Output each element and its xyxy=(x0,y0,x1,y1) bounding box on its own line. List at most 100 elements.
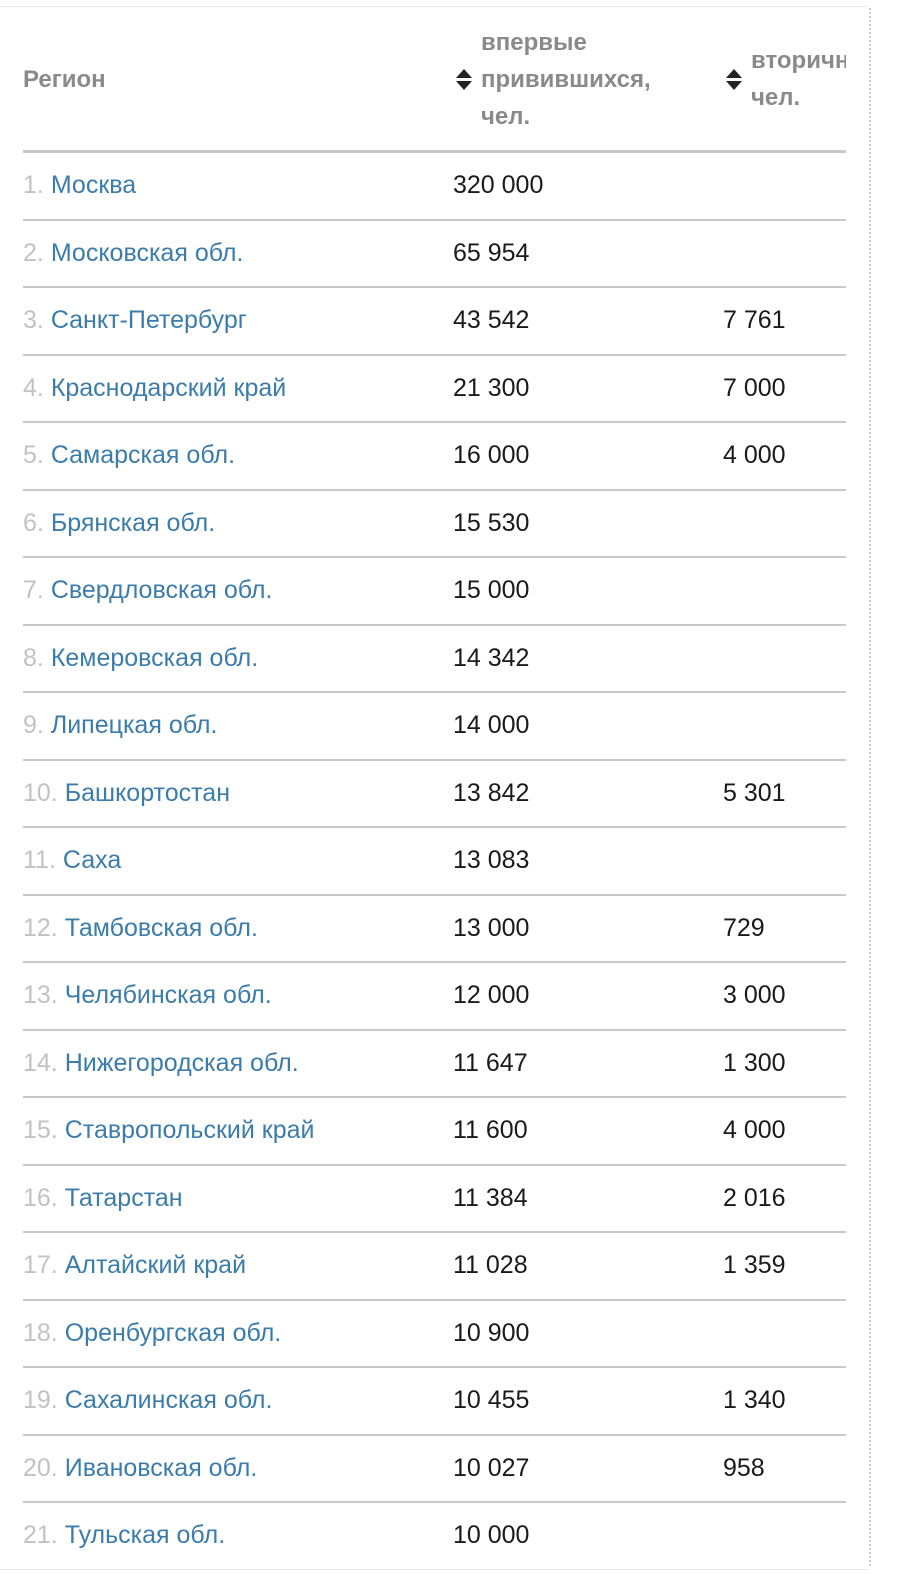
region-cell: 3. Санкт-Петербург xyxy=(23,287,453,356)
region-cell: 16. Татарстан xyxy=(23,1164,453,1233)
second-vaccinated-cell: 1 300 xyxy=(723,1029,846,1098)
first-vaccinated-cell: 14 000 xyxy=(453,692,723,761)
first-vaccinated-cell: 320 000 xyxy=(453,151,723,221)
region-cell: 6. Брянская обл. xyxy=(23,489,453,558)
row-index: 4. xyxy=(23,373,44,402)
table-scroll-container[interactable]: Регион впервые привившихся, чел. xyxy=(23,8,846,1568)
second-vaccinated-cell xyxy=(723,1502,846,1568)
region-link[interactable]: Свердловская обл. xyxy=(50,576,273,605)
table-row: 11. Саха 13 083 xyxy=(23,827,846,896)
column-header-second-label: вторично чел. xyxy=(751,47,846,111)
region-link[interactable]: Москва xyxy=(50,171,137,200)
row-index: 11. xyxy=(23,846,56,875)
row-index: 1. xyxy=(23,171,44,200)
first-vaccinated-cell: 21 300 xyxy=(453,354,723,423)
row-index: 21. xyxy=(23,1521,58,1550)
table-row: 9. Липецкая обл. 14 000 xyxy=(23,692,846,761)
first-vaccinated-cell: 65 954 xyxy=(453,219,723,288)
region-link[interactable]: Оренбургская обл. xyxy=(64,1318,282,1347)
second-vaccinated-cell: 3 000 xyxy=(723,962,846,1031)
region-link[interactable]: Тульская обл. xyxy=(64,1521,226,1550)
row-index: 18. xyxy=(23,1318,58,1347)
row-index: 17. xyxy=(23,1251,58,1280)
table-row: 20. Ивановская обл. 10 027 958 xyxy=(23,1434,846,1503)
region-cell: 20. Ивановская обл. xyxy=(23,1434,453,1503)
table-row: 21. Тульская обл. 10 000 xyxy=(23,1502,846,1568)
second-vaccinated-cell xyxy=(723,692,846,761)
row-index: 3. xyxy=(23,306,44,335)
region-link[interactable]: Краснодарский край xyxy=(50,373,287,402)
region-link[interactable]: Липецкая обл. xyxy=(50,711,218,740)
row-index: 12. xyxy=(23,913,58,942)
table-row: 4. Краснодарский край 21 300 7 000 xyxy=(23,354,846,423)
row-index: 19. xyxy=(23,1386,58,1415)
table-row: 8. Кемеровская обл. 14 342 xyxy=(23,624,846,693)
region-link[interactable]: Кемеровская обл. xyxy=(50,643,259,672)
row-index: 5. xyxy=(23,441,44,470)
region-cell: 9. Липецкая обл. xyxy=(23,692,453,761)
first-vaccinated-cell: 13 000 xyxy=(453,894,723,963)
region-link[interactable]: Татарстан xyxy=(64,1183,183,1212)
region-cell: 21. Тульская обл. xyxy=(23,1502,453,1568)
region-cell: 12. Тамбовская обл. xyxy=(23,894,453,963)
sort-up-down-icon[interactable] xyxy=(451,68,477,90)
horizontal-scroll-edge xyxy=(869,8,871,1566)
vaccination-table: Регион впервые привившихся, чел. xyxy=(23,8,846,1568)
region-link[interactable]: Санкт-Петербург xyxy=(50,306,247,335)
table-row: 5. Самарская обл. 16 000 4 000 xyxy=(23,422,846,491)
second-vaccinated-cell: 4 000 xyxy=(723,422,846,491)
region-link[interactable]: Саха xyxy=(62,846,122,875)
first-vaccinated-cell: 10 027 xyxy=(453,1434,723,1503)
second-vaccinated-cell xyxy=(723,827,846,896)
region-cell: 17. Алтайский край xyxy=(23,1232,453,1301)
region-link[interactable]: Брянская обл. xyxy=(50,508,216,537)
second-vaccinated-cell xyxy=(723,219,846,288)
column-header-first-vaccinated[interactable]: впервые привившихся, чел. xyxy=(451,8,723,153)
region-link[interactable]: Ставропольский край xyxy=(64,1116,315,1145)
table-row: 12. Тамбовская обл. 13 000 729 xyxy=(23,894,846,963)
column-header-region-label: Регион xyxy=(23,65,106,93)
row-index: 13. xyxy=(23,981,58,1010)
second-vaccinated-cell: 7 000 xyxy=(723,354,846,423)
region-link[interactable]: Алтайский край xyxy=(64,1251,247,1280)
first-vaccinated-cell: 15 000 xyxy=(453,557,723,626)
table-row: 18. Оренбургская обл. 10 900 xyxy=(23,1299,846,1368)
region-link[interactable]: Нижегородская обл. xyxy=(64,1048,299,1077)
second-vaccinated-cell: 4 000 xyxy=(723,1097,846,1166)
region-link[interactable]: Ивановская обл. xyxy=(64,1453,258,1482)
region-link[interactable]: Московская обл. xyxy=(50,238,244,267)
table-row: 19. Сахалинская обл. 10 455 1 340 xyxy=(23,1367,846,1436)
region-link[interactable]: Сахалинская обл. xyxy=(64,1386,273,1415)
first-vaccinated-cell: 13 083 xyxy=(453,827,723,896)
first-vaccinated-cell: 10 455 xyxy=(453,1367,723,1436)
second-vaccinated-cell xyxy=(723,624,846,693)
row-index: 16. xyxy=(23,1183,58,1212)
column-header-second-vaccinated[interactable]: вторично чел. xyxy=(721,8,846,153)
table-row: 16. Татарстан 11 384 2 016 xyxy=(23,1164,846,1233)
row-index: 8. xyxy=(23,643,44,672)
table-row: 14. Нижегородская обл. 11 647 1 300 xyxy=(23,1029,846,1098)
sort-up-down-icon[interactable] xyxy=(721,68,747,90)
region-cell: 10. Башкортостан xyxy=(23,759,453,828)
region-link[interactable]: Башкортостан xyxy=(64,778,231,807)
first-vaccinated-cell: 11 600 xyxy=(453,1097,723,1166)
row-index: 15. xyxy=(23,1116,58,1145)
region-cell: 7. Свердловская обл. xyxy=(23,557,453,626)
column-header-region[interactable]: Регион xyxy=(23,8,453,153)
region-cell: 1. Москва xyxy=(23,151,453,221)
first-vaccinated-cell: 16 000 xyxy=(453,422,723,491)
second-vaccinated-cell xyxy=(723,151,846,221)
table-row: 6. Брянская обл. 15 530 xyxy=(23,489,846,558)
first-vaccinated-cell: 11 028 xyxy=(453,1232,723,1301)
second-vaccinated-cell: 7 761 xyxy=(723,287,846,356)
region-link[interactable]: Тамбовская обл. xyxy=(64,913,258,942)
first-vaccinated-cell: 14 342 xyxy=(453,624,723,693)
column-header-first-label: впервые привившихся, чел. xyxy=(481,28,651,130)
second-vaccinated-cell: 729 xyxy=(723,894,846,963)
second-vaccinated-cell xyxy=(723,1299,846,1368)
region-link[interactable]: Самарская обл. xyxy=(50,441,236,470)
first-vaccinated-cell: 43 542 xyxy=(453,287,723,356)
row-index: 7. xyxy=(23,576,44,605)
row-index: 14. xyxy=(23,1048,58,1077)
region-link[interactable]: Челябинская обл. xyxy=(64,981,272,1010)
